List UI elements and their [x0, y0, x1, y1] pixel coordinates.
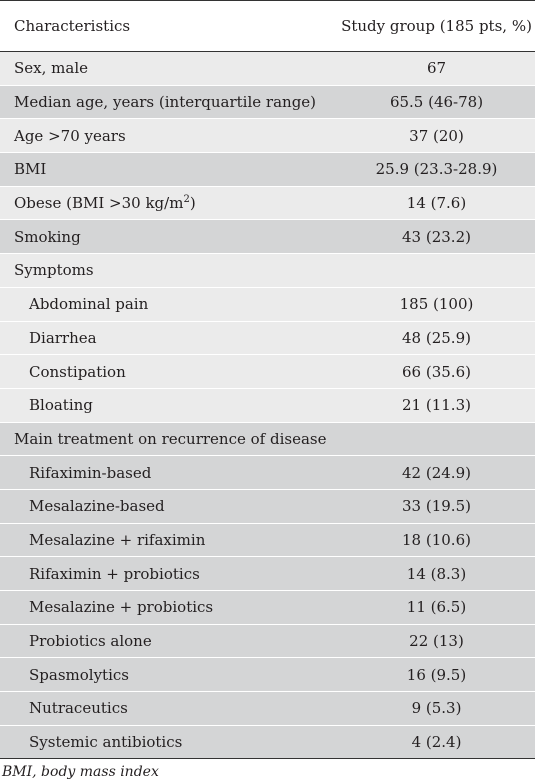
- row-label-text: Symptoms: [14, 261, 94, 280]
- row-label: Bloating: [0, 388, 310, 422]
- row-label-text: Diarrhea: [29, 328, 97, 347]
- table-row: Mesalazine + probiotics 11 (6.5): [0, 590, 535, 625]
- row-label-text: Probiotics alone: [29, 632, 152, 651]
- header-study-group: Study group (185 pts, %): [310, 0, 535, 52]
- table-row: Sex, male 67: [0, 51, 535, 86]
- row-label-text: BMI: [14, 160, 47, 179]
- row-label: Constipation: [0, 355, 310, 389]
- row-label: Mesalazine-based: [0, 489, 310, 523]
- row-value: 66 (35.6): [402, 362, 471, 381]
- row-label: Abdominal pain: [0, 287, 310, 321]
- row-label-text: Obese (BMI >30 kg/m: [14, 194, 184, 213]
- row-label: Mesalazine + probiotics: [0, 591, 310, 625]
- row-label: BMI: [0, 153, 310, 187]
- row-value: 33 (19.5): [402, 497, 471, 516]
- row-value: 4 (2.4): [310, 725, 535, 760]
- row-label: Obese (BMI >30 kg/m2): [0, 186, 310, 220]
- row-label: Symptoms: [0, 254, 310, 288]
- row-value: 14 (7.6): [406, 194, 467, 213]
- row-label: Spasmolytics: [0, 658, 310, 692]
- row-value: 65.5 (46-78): [389, 93, 484, 112]
- table-body: Sex, male 67 Median age, years (interquart…: [0, 51, 535, 760]
- table-row: Median age, years (interquartile range) 6…: [0, 85, 535, 119]
- row-label: Smoking: [0, 220, 310, 254]
- row-value: 42 (24.9): [402, 463, 471, 482]
- row-value: 11 (6.5): [406, 598, 467, 617]
- row-value: [310, 422, 535, 456]
- row-value: 16 (9.5): [406, 665, 467, 684]
- header-row: Characteristics Study group (185 pts, %): [0, 0, 535, 52]
- row-label: Median age, years (interquartile range): [0, 85, 316, 119]
- table-row: Obese (BMI >30 kg/m2) 14 (7.6): [0, 186, 535, 220]
- row-label-text: Smoking: [14, 227, 81, 246]
- table-row: Diarrhea 48 (25.9): [0, 321, 535, 355]
- row-label-text: Mesalazine + probiotics: [29, 598, 214, 617]
- row-label-text: Systemic antibiotics: [29, 733, 183, 752]
- row-label-text: Bloating: [29, 396, 93, 415]
- row-label-text: Rifaximin-based: [29, 463, 152, 482]
- row-value: 9 (5.3): [411, 699, 462, 718]
- row-label: Rifaximin + probiotics: [0, 557, 310, 591]
- table-row: Mesalazine + rifaximin 18 (10.6): [0, 523, 535, 557]
- row-label: Nutraceutics: [0, 692, 310, 726]
- row-label: Probiotics alone: [0, 624, 310, 658]
- table-row: Nutraceutics 9 (5.3): [0, 691, 535, 726]
- row-label-text: Mesalazine + rifaximin: [29, 530, 206, 549]
- row-label: Systemic antibiotics: [0, 725, 310, 760]
- row-value: 43 (23.2): [402, 227, 471, 246]
- table-row: Age >70 years 37 (20): [0, 118, 535, 153]
- row-label: Age >70 years: [0, 119, 310, 153]
- table-row: Rifaximin + probiotics 14 (8.3): [0, 556, 535, 591]
- row-label: Diarrhea: [0, 321, 310, 355]
- row-value: 18 (10.6): [402, 530, 471, 549]
- row-label: Mesalazine + rifaximin: [0, 523, 310, 557]
- table-header: Characteristics Study group (185 pts, %): [0, 0, 535, 52]
- table-row: Bloating 21 (11.3): [0, 388, 535, 423]
- row-value: 67: [426, 59, 447, 78]
- table-row: Constipation 66 (35.6): [0, 354, 535, 389]
- row-value: 48 (25.9): [402, 328, 471, 347]
- row-label-text: Constipation: [29, 362, 126, 381]
- table-row: Abdominal pain 185 (100): [0, 287, 535, 321]
- table-row: Symptoms: [0, 253, 535, 288]
- row-value: 22 (13): [409, 632, 464, 651]
- table-row: Main treatment on recurrence of disease: [0, 422, 535, 456]
- row-value: [310, 254, 535, 288]
- row-label: Rifaximin-based: [0, 456, 310, 490]
- row-value: 21 (11.3): [402, 396, 471, 415]
- row-label-text: Age >70 years: [14, 126, 126, 145]
- row-label-suffix: ): [189, 194, 196, 213]
- row-label-text: Abdominal pain: [29, 295, 149, 314]
- table-footnote: BMI, body mass index: [2, 764, 159, 780]
- row-value: 14 (8.3): [406, 564, 467, 583]
- table-row: BMI 25.9 (23.3-28.9): [0, 152, 535, 187]
- row-label: Main treatment on recurrence of disease: [0, 422, 326, 456]
- row-value: 37 (20): [409, 126, 464, 145]
- table-row: Probiotics alone 22 (13): [0, 624, 535, 658]
- header-characteristics: Characteristics: [0, 0, 310, 52]
- table-row: Rifaximin-based 42 (24.9): [0, 455, 535, 490]
- row-label-text: Mesalazine-based: [29, 497, 165, 516]
- row-label-text: Sex, male: [14, 59, 88, 78]
- row-label-text: Nutraceutics: [29, 699, 128, 718]
- row-value: 25.9 (23.3-28.9): [375, 160, 498, 179]
- table-row: Mesalazine-based 33 (19.5): [0, 489, 535, 524]
- table-row: Spasmolytics 16 (9.5): [0, 657, 535, 692]
- row-label-text: Main treatment on recurrence of disease: [14, 429, 327, 448]
- characteristics-table: Characteristics Study group (185 pts, %)…: [0, 0, 535, 760]
- row-label-superscript: 2: [183, 194, 190, 206]
- table-row: Smoking 43 (23.2): [0, 219, 535, 254]
- row-label-text: Spasmolytics: [29, 665, 129, 684]
- row-value: 185 (100): [399, 295, 474, 314]
- row-label-text: Rifaximin + probiotics: [29, 564, 200, 583]
- table-row: Systemic antibiotics 4 (2.4): [0, 725, 535, 760]
- row-label: Sex, male: [0, 52, 310, 86]
- row-label-text: Median age, years (interquartile range): [14, 93, 317, 112]
